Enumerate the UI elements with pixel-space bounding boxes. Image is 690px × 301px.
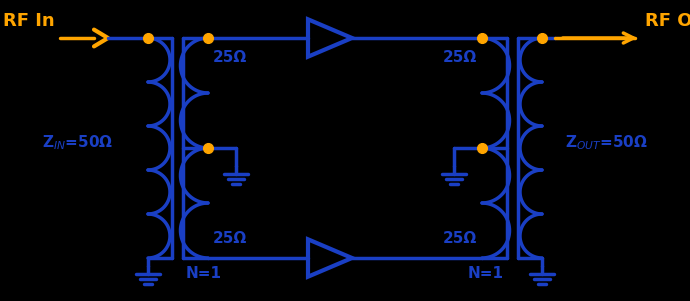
Text: N=1: N=1 [186,266,222,281]
Text: RF In: RF In [3,12,55,30]
Text: 25Ω: 25Ω [443,50,477,65]
Text: 25Ω: 25Ω [213,50,247,65]
Text: RF Out: RF Out [645,12,690,30]
Text: 25Ω: 25Ω [213,231,247,246]
Text: 25Ω: 25Ω [443,231,477,246]
Text: Z$_{OUT}$=50Ω: Z$_{OUT}$=50Ω [565,134,648,152]
Text: Z$_{IN}$=50Ω: Z$_{IN}$=50Ω [42,134,113,152]
Text: N=1: N=1 [468,266,504,281]
